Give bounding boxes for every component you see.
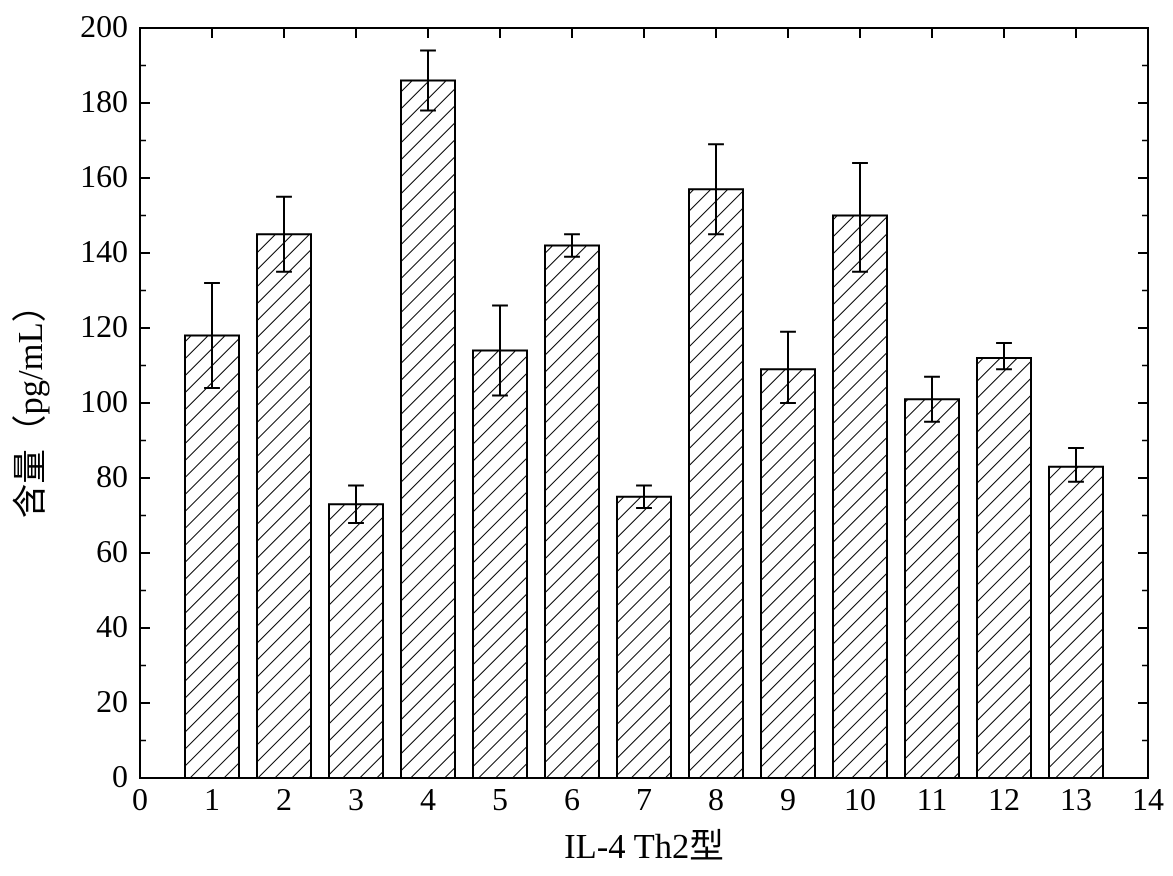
x-tick-label: 9 — [780, 782, 796, 817]
bar-hatch — [977, 358, 1031, 778]
y-tick-label: 120 — [80, 309, 128, 344]
x-tick-label: 7 — [636, 782, 652, 817]
chart-container: 020406080100120140160180200 012345678910… — [0, 0, 1173, 876]
bar-hatch — [401, 81, 455, 779]
y-tick-label: 40 — [96, 609, 128, 644]
y-tick-label: 180 — [80, 84, 128, 119]
x-tick-label: 4 — [420, 782, 436, 817]
x-tick-label: 1 — [204, 782, 220, 817]
x-tick-label: 2 — [276, 782, 292, 817]
y-tick-label: 100 — [80, 384, 128, 419]
x-tick-label: 13 — [1060, 782, 1092, 817]
y-tick-label: 80 — [96, 459, 128, 494]
x-axis-label: IL-4 Th2型 — [564, 828, 724, 866]
x-tick-label: 6 — [564, 782, 580, 817]
y-tick-label: 140 — [80, 234, 128, 269]
bar-hatch — [761, 369, 815, 778]
x-tick-label: 11 — [917, 782, 948, 817]
x-tick-label: 3 — [348, 782, 364, 817]
y-tick-label: 200 — [80, 9, 128, 44]
y-tick-label: 160 — [80, 159, 128, 194]
bar-hatch — [329, 504, 383, 778]
bar-hatch — [545, 246, 599, 779]
x-tick-label: 12 — [988, 782, 1020, 817]
bar-hatch — [905, 399, 959, 778]
bar-hatch — [689, 189, 743, 778]
bar-hatch — [473, 351, 527, 779]
x-tick-label: 5 — [492, 782, 508, 817]
x-tick-label: 10 — [844, 782, 876, 817]
y-tick-label: 20 — [96, 684, 128, 719]
x-tick-label: 14 — [1132, 782, 1164, 817]
bar-hatch — [185, 336, 239, 779]
y-axis-label: 含量（pg/mL） — [12, 288, 50, 519]
x-tick-label: 8 — [708, 782, 724, 817]
x-tick-label: 0 — [132, 782, 148, 817]
y-tick-label: 60 — [96, 534, 128, 569]
bar-hatch — [257, 234, 311, 778]
bar-hatch — [617, 497, 671, 778]
bar-hatch — [833, 216, 887, 779]
bar-hatch — [1049, 467, 1103, 778]
y-tick-label: 0 — [112, 759, 128, 794]
bar-chart: 020406080100120140160180200 012345678910… — [0, 0, 1173, 876]
